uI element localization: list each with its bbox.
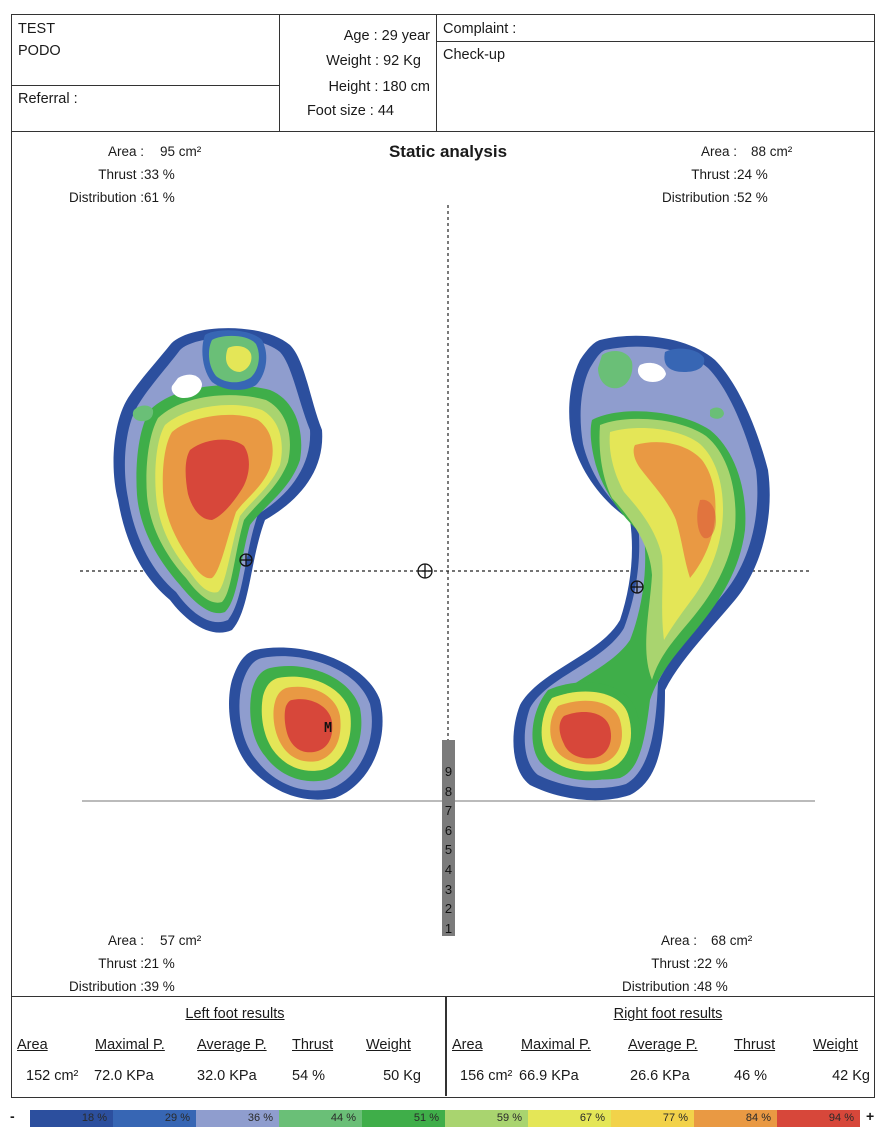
patient-height: Height : 180 cm (328, 79, 430, 95)
left-header-area: Area (17, 1037, 48, 1053)
area-label: Area : (107, 144, 144, 159)
scale-number: 5 (444, 842, 453, 858)
left-header-max-pressure: Maximal P. (95, 1037, 165, 1053)
header-divider (436, 14, 437, 131)
right-foot-print (513, 335, 770, 801)
right-results-title: Right foot results (613, 1006, 723, 1022)
scale-step: 84 % (694, 1110, 777, 1127)
right-header-weight: Weight (813, 1037, 858, 1053)
distribution-label: Distribution : (68, 979, 144, 994)
distribution-label: Distribution : (661, 190, 737, 205)
header-bottom-line (11, 131, 875, 132)
complaint-value: Check-up (443, 47, 506, 63)
referral-label: Referral : (18, 91, 78, 107)
left-results-title: Left foot results (185, 1006, 285, 1022)
left-forefoot-print (113, 328, 323, 633)
thrust-value: 21 % (144, 956, 175, 971)
bottom-left-stats: Area : 57 cm² Thrust :21 % Distribution :… (40, 933, 201, 995)
area-label: Area : (660, 933, 697, 948)
right-value-avg-pressure: 26.6 KPa (630, 1068, 690, 1084)
header-divider (279, 14, 280, 131)
vertical-scale-labels: 9 8 7 6 5 4 3 2 1 (442, 762, 455, 938)
thrust-value: 24 % (737, 167, 768, 182)
results-top-line (11, 996, 875, 997)
right-header-max-pressure: Maximal P. (521, 1037, 591, 1053)
top-right-stats: Area : 88 cm² Thrust :24 % Distribution :… (632, 144, 792, 206)
scale-plus-sign: + (866, 1108, 875, 1124)
left-header-thrust: Thrust (292, 1037, 334, 1053)
results-divider (445, 996, 447, 1096)
scale-step: 77 % (611, 1110, 694, 1127)
thrust-label: Thrust : (98, 956, 144, 971)
complaint-label: Complaint : (443, 21, 517, 37)
scale-number: 4 (444, 861, 453, 877)
scale-step: 94 % (777, 1110, 860, 1127)
area-value: 95 cm² (160, 144, 202, 159)
left-value-weight: 50 Kg (383, 1068, 421, 1084)
max-pressure-marker: M (324, 721, 332, 736)
right-value-thrust: 46 % (734, 1068, 768, 1084)
right-header-thrust: Thrust (734, 1037, 776, 1053)
left-value-area: 152 cm² (26, 1068, 79, 1084)
thrust-value: 22 % (697, 956, 728, 971)
right-value-weight: 42 Kg (832, 1068, 870, 1084)
thrust-label: Thrust : (691, 167, 737, 182)
left-value-max-pressure: 72.0 KPa (94, 1068, 154, 1084)
left-heel-print: M (229, 647, 383, 800)
scale-number: 6 (444, 822, 453, 838)
scale-number: 3 (444, 881, 453, 897)
thrust-label: Thrust : (98, 167, 144, 182)
crosshair-icon (630, 580, 644, 594)
left-value-avg-pressure: 32.0 KPa (197, 1068, 257, 1084)
distribution-label: Distribution : (621, 979, 697, 994)
distribution-value: 48 % (697, 979, 728, 994)
scale-minus-sign: - (10, 1108, 15, 1124)
area-value: 88 cm² (751, 144, 793, 159)
header-divider (436, 41, 875, 42)
vertical-scale-bar (442, 740, 455, 936)
distribution-label: Distribution : (68, 190, 144, 205)
scale-number: 9 (444, 764, 453, 779)
bottom-right-stats: Area : 68 cm² Thrust :22 % Distribution :… (592, 933, 752, 995)
patient-age: Age : 29 year (343, 28, 430, 44)
patient-foot-size: Foot size : 44 (306, 103, 394, 119)
right-header-avg-pressure: Average P. (628, 1037, 698, 1053)
right-header-area: Area (452, 1037, 483, 1053)
distribution-value: 39 % (144, 979, 175, 994)
scale-step: 67 % (528, 1110, 611, 1127)
scale-step: 18 % (30, 1110, 113, 1127)
scale-step: 29 % (113, 1110, 196, 1127)
page-title: Static analysis (388, 142, 508, 161)
patient-last-name: PODO (18, 43, 61, 59)
scale-step: 44 % (279, 1110, 362, 1127)
area-value: 57 cm² (160, 933, 202, 948)
area-label: Area : (700, 144, 737, 159)
thrust-label: Thrust : (651, 956, 697, 971)
right-value-area: 156 cm² (460, 1068, 513, 1084)
distribution-value: 61 % (144, 190, 175, 205)
thrust-value: 33 % (144, 167, 175, 182)
scale-number: 8 (444, 783, 453, 799)
top-left-stats: Area : 95 cm² Thrust :33 % Distribution :… (40, 144, 201, 206)
report-frame (11, 14, 875, 1098)
scale-number: 2 (444, 901, 453, 917)
crosshair-icon (239, 553, 253, 567)
scale-number: 1 (444, 920, 453, 936)
left-header-avg-pressure: Average P. (197, 1037, 267, 1053)
distribution-value: 52 % (737, 190, 768, 205)
left-header-weight: Weight (366, 1037, 411, 1053)
right-value-max-pressure: 66.9 KPa (519, 1068, 579, 1084)
left-value-thrust: 54 % (292, 1068, 326, 1084)
header-divider (11, 85, 279, 86)
area-value: 68 cm² (711, 933, 753, 948)
scale-step: 51 % (362, 1110, 445, 1127)
area-label: Area : (107, 933, 144, 948)
scale-number: 7 (444, 803, 453, 819)
patient-first-name: TEST (18, 21, 56, 37)
scale-step: 36 % (196, 1110, 279, 1127)
scale-step: 59 % (445, 1110, 528, 1127)
patient-weight: Weight : 92 Kg (326, 53, 421, 69)
crosshair-icon (417, 563, 433, 579)
